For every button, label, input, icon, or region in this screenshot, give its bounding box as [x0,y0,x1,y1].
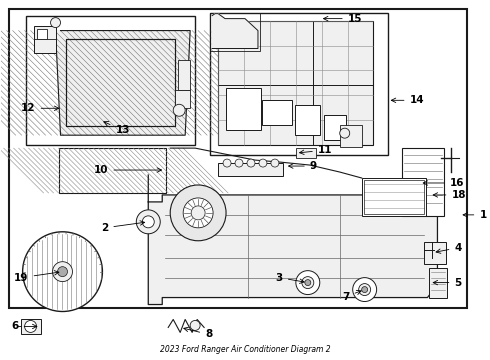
Circle shape [136,210,160,234]
Circle shape [50,18,61,28]
Circle shape [259,159,267,167]
Bar [218,21,313,145]
Bar [218,21,372,145]
Text: 17: 17 [0,359,1,360]
Circle shape [305,280,311,285]
Circle shape [302,276,314,289]
Text: 13: 13 [104,122,130,135]
Bar [175,90,190,108]
Bar [429,268,447,298]
Bar [218,21,372,85]
Circle shape [271,159,279,167]
Bar [295,105,320,135]
Circle shape [362,287,368,293]
Circle shape [353,278,377,302]
Text: 10: 10 [94,165,162,175]
Circle shape [296,271,320,294]
Bar [340,125,362,147]
Polygon shape [148,175,438,305]
Circle shape [57,267,68,276]
Polygon shape [212,14,258,49]
Bar [401,148,444,216]
Bar [226,88,261,130]
Bar [9,9,467,307]
Text: 2023 Ford Ranger Air Conditioner Diagram 2: 2023 Ford Ranger Air Conditioner Diagram… [160,345,330,354]
Text: 9: 9 [289,161,317,171]
Circle shape [190,320,200,330]
Circle shape [183,198,213,228]
Circle shape [247,159,255,167]
Circle shape [359,284,370,296]
Bar [210,13,260,50]
Text: 1: 1 [463,210,487,220]
Circle shape [173,104,185,116]
Text: 19: 19 [14,271,59,283]
Bar [262,100,292,125]
Bar [218,163,283,176]
Bar [296,148,316,158]
Bar [25,15,195,145]
Bar [58,148,166,193]
Text: 15: 15 [323,14,362,24]
Circle shape [223,159,231,167]
Circle shape [142,216,154,228]
Bar [37,28,47,39]
Bar [424,242,446,264]
Bar [362,178,426,216]
Bar [66,39,175,126]
Circle shape [52,262,73,282]
Circle shape [24,320,37,332]
Text: 18: 18 [433,190,466,200]
Text: 7: 7 [343,291,361,302]
Bar [324,115,346,140]
Bar [178,60,190,90]
Text: 12: 12 [21,103,59,113]
Circle shape [23,232,102,311]
Polygon shape [55,31,190,135]
Text: 14: 14 [392,95,424,105]
Bar [66,39,175,126]
Circle shape [340,128,350,138]
Text: 8: 8 [184,327,212,339]
Bar [210,13,388,155]
Text: 3: 3 [276,273,304,283]
Bar [364,180,424,214]
Text: 2: 2 [101,221,145,233]
Circle shape [191,206,205,220]
Bar [21,319,41,334]
Text: 6: 6 [11,321,37,332]
Circle shape [170,185,226,241]
Circle shape [235,159,243,167]
Bar [34,26,55,54]
Text: 16: 16 [423,178,464,188]
Text: 5: 5 [433,278,462,288]
Text: 11: 11 [299,145,332,155]
Text: 4: 4 [436,243,462,253]
